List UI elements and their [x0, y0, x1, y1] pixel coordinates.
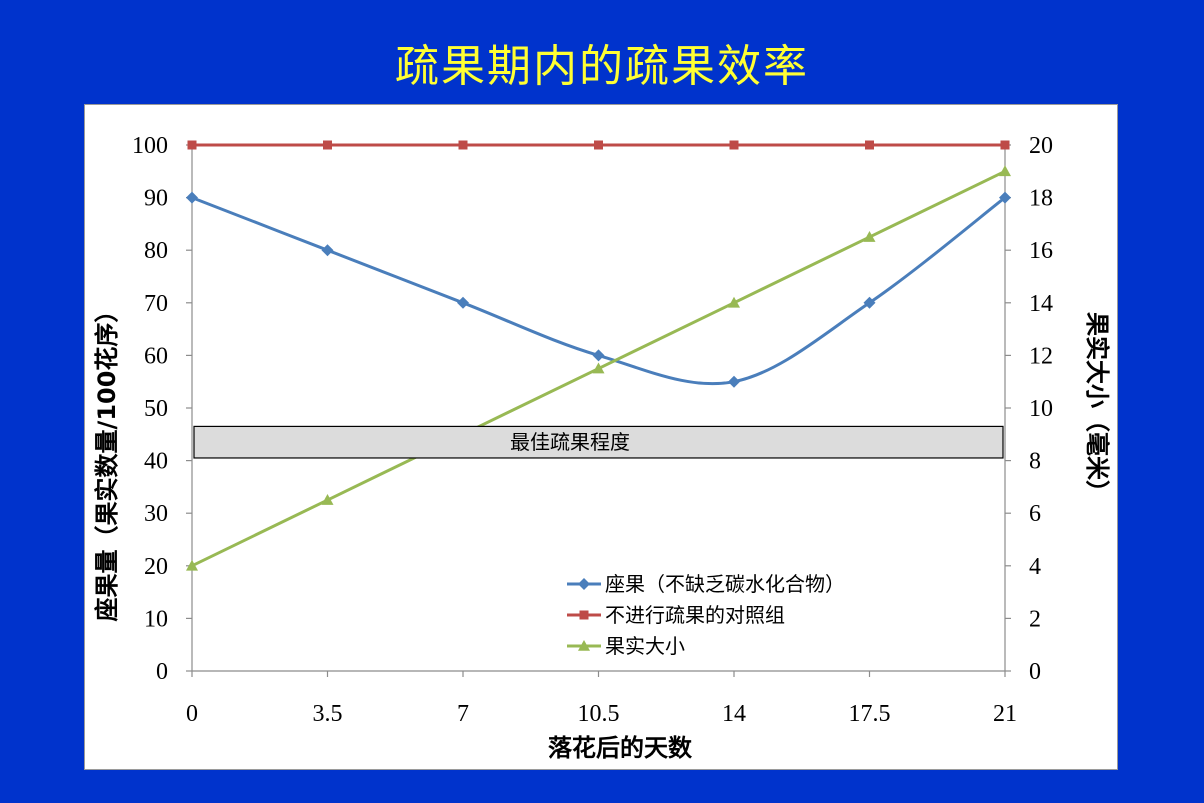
- y-right-axis-title: 果实大小（毫米）: [1083, 312, 1111, 504]
- data-point: [321, 244, 334, 257]
- data-point: [594, 140, 603, 150]
- legend-label: 果实大小: [605, 634, 685, 658]
- y-left-tick-label: 20: [144, 554, 168, 580]
- data-point: [323, 140, 332, 150]
- chart-panel: 0 10 20 30 40 50 60 70 80 90 100 0 2 4 6 8 10 12 14 16 18 20 0…: [84, 104, 1118, 770]
- y-left-tick-label: 50: [144, 396, 168, 422]
- y-left-tick-label: 30: [144, 501, 168, 527]
- data-point: [728, 296, 740, 308]
- legend-label: 不进行疏果的对照组: [605, 603, 785, 627]
- data-point: [457, 296, 469, 309]
- y-left-tick-label: 10: [144, 606, 168, 632]
- y-right-tick-label: 14: [1029, 291, 1053, 317]
- y-right-tick-label: 4: [1029, 554, 1041, 580]
- y-left-tick-label: 60: [144, 343, 168, 369]
- legend-item: 果实大小: [567, 634, 685, 658]
- y-right-tick-label: 10: [1029, 396, 1053, 422]
- data-point: [186, 191, 198, 204]
- y-right-tick-label: 2: [1029, 606, 1041, 632]
- legend-marker: [578, 578, 590, 590]
- annotation: 最佳疏果程度: [193, 425, 1004, 459]
- data-point: [728, 375, 740, 388]
- y-right-tick-label: 18: [1029, 186, 1053, 212]
- x-tick-label: 17.5: [849, 701, 891, 727]
- legend-item: 不进行疏果的对照组: [567, 603, 785, 627]
- optimal-thinning-label: 最佳疏果程度: [510, 430, 630, 454]
- y-right-tick-label: 0: [1029, 659, 1041, 685]
- series-3: [186, 165, 1011, 571]
- y-left-tick-label: 100: [132, 133, 168, 159]
- axes: 0 10 20 30 40 50 60 70 80 90 100 0 2 4 6 8 10 12 14 16 18 20 0…: [132, 133, 1053, 727]
- x-axis-title: 落花后的天数: [548, 734, 693, 762]
- y-right-tick-label: 16: [1029, 238, 1053, 264]
- y-right-tick-label: 6: [1029, 501, 1041, 527]
- legend-marker: [578, 640, 590, 651]
- x-tick-label: 14: [722, 701, 746, 727]
- series-layer: [186, 140, 1011, 571]
- y-right-tick-label: 12: [1029, 343, 1053, 369]
- y-left-tick-label: 0: [156, 659, 168, 685]
- data-point: [186, 559, 198, 571]
- legend-item: 座果（不缺乏碳水化合物）: [567, 572, 845, 596]
- y-left-tick-label: 90: [144, 186, 168, 212]
- y-left-tick-label: 70: [144, 291, 168, 317]
- data-point: [863, 231, 876, 242]
- y-left-tick-label: 80: [144, 238, 168, 264]
- optimal-thinning-band: [193, 425, 1004, 459]
- legend-marker: [579, 610, 589, 620]
- x-tick-label: 10.5: [578, 701, 620, 727]
- y-left-axis-title: 座果量（果实数量/100花序）: [93, 299, 121, 622]
- data-point: [592, 349, 605, 362]
- y-right-tick-label: 20: [1029, 133, 1053, 159]
- data-point: [458, 140, 468, 150]
- x-tick-label: 21: [993, 701, 1017, 727]
- y-right-tick-label: 8: [1029, 449, 1041, 475]
- x-tick-label: 0: [186, 701, 198, 727]
- x-tick-label: 7: [457, 701, 469, 727]
- series-2: [187, 140, 1010, 150]
- x-tick-label: 3.5: [313, 701, 343, 727]
- data-point: [321, 494, 334, 505]
- data-point: [999, 191, 1011, 204]
- slide-title: 疏果期内的疏果效率: [395, 41, 809, 92]
- fruit-thinning-chart: 0 10 20 30 40 50 60 70 80 90 100 0 2 4 6 8 10 12 14 16 18 20 0…: [93, 133, 1111, 762]
- data-point: [187, 140, 197, 150]
- series-1: [186, 191, 1011, 388]
- data-point: [592, 362, 605, 374]
- data-point: [729, 140, 739, 150]
- data-point: [999, 165, 1011, 177]
- data-point: [863, 296, 876, 309]
- y-left-tick-label: 40: [144, 449, 168, 475]
- data-point: [1000, 140, 1010, 150]
- data-point: [865, 140, 874, 150]
- legend-label: 座果（不缺乏碳水化合物）: [605, 572, 845, 596]
